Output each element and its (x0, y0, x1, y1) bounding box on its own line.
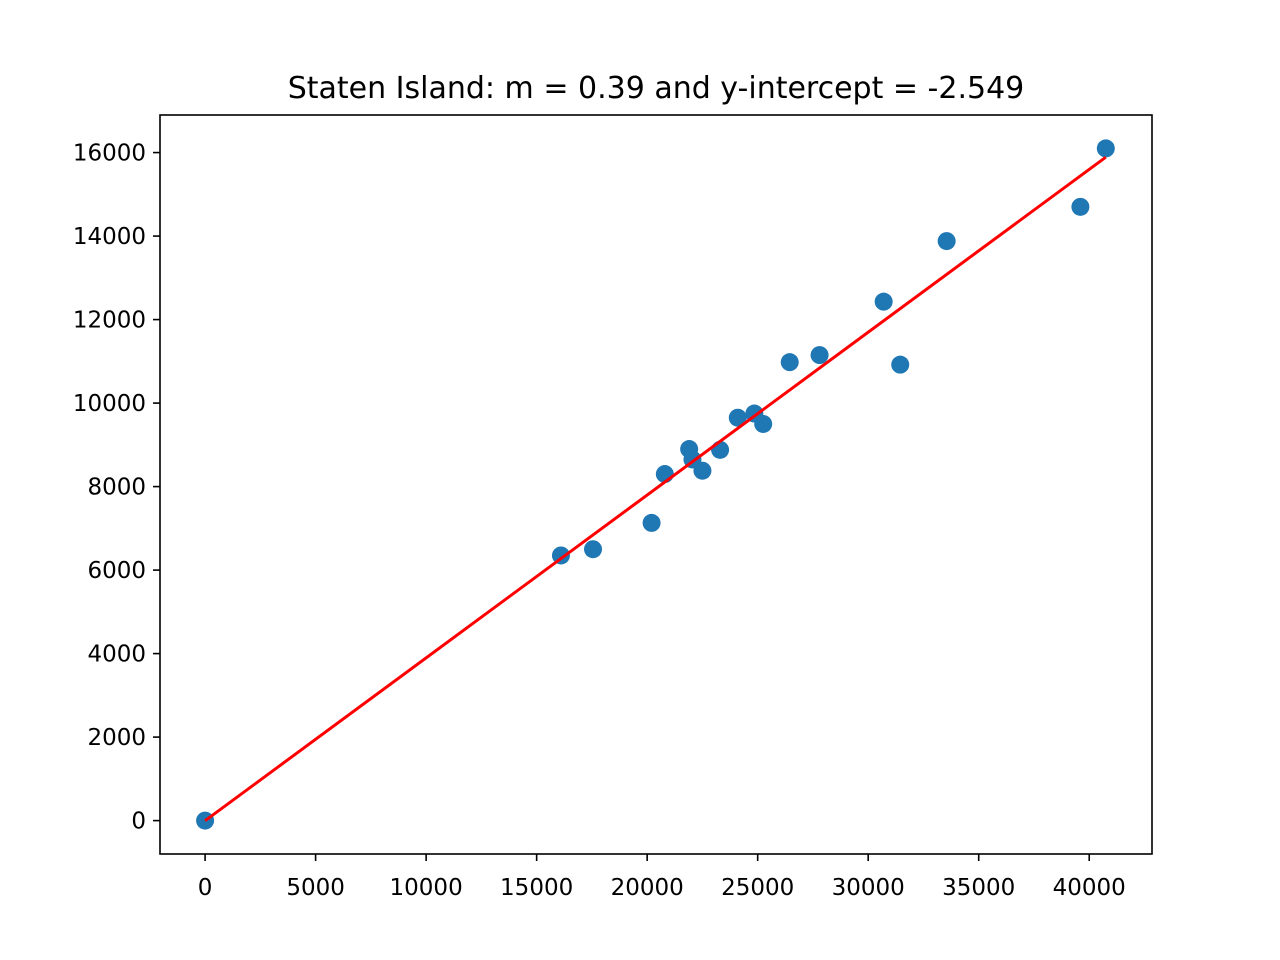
data-point-13 (810, 346, 829, 365)
data-point-9 (728, 408, 747, 427)
data-point-11 (754, 414, 773, 433)
x-tick-label-4: 20000 (611, 875, 684, 901)
x-tick-label-2: 10000 (390, 875, 463, 901)
data-point-14 (874, 292, 893, 311)
axes-frame (159, 114, 1153, 855)
plot-area (196, 139, 1115, 830)
regression-line (204, 155, 1107, 822)
x-tick-label-1: 5000 (286, 875, 345, 901)
data-point-15 (891, 355, 910, 374)
data-point-12 (780, 353, 799, 372)
y-axis: 0 2000 4000 6000 8000 10000 12000 14000 16000 (73, 141, 160, 835)
y-tick-label-7: 14000 (73, 224, 146, 250)
data-point-7 (693, 461, 712, 480)
y-tick-label-0: 0 (131, 809, 146, 835)
y-tick-label-3: 6000 (87, 558, 146, 584)
y-tick-label-6: 12000 (73, 308, 146, 334)
data-point-2 (584, 540, 603, 559)
y-tick-label-8: 16000 (73, 141, 146, 167)
chart-title: Staten Island: m = 0.39 and y-intercept … (288, 71, 1025, 106)
data-point-1 (551, 546, 570, 565)
data-point-8 (711, 440, 730, 459)
data-point-18 (1096, 139, 1115, 158)
x-tick-label-5: 25000 (721, 875, 794, 901)
y-tick-label-1: 2000 (87, 725, 146, 751)
data-point-17 (1071, 197, 1090, 216)
x-tick-label-6: 30000 (832, 875, 905, 901)
data-point-16 (937, 232, 956, 251)
x-tick-label-8: 40000 (1053, 875, 1126, 901)
x-axis: 0 5000 10000 15000 20000 25000 30000 35000 40000 (198, 854, 1126, 901)
x-tick-label-3: 15000 (500, 875, 573, 901)
data-point-3 (642, 513, 661, 532)
x-tick-label-7: 35000 (942, 875, 1015, 901)
y-tick-label-2: 4000 (87, 642, 146, 668)
x-tick-label-0: 0 (198, 875, 213, 901)
y-tick-label-5: 10000 (73, 391, 146, 417)
y-tick-label-4: 8000 (87, 475, 146, 501)
